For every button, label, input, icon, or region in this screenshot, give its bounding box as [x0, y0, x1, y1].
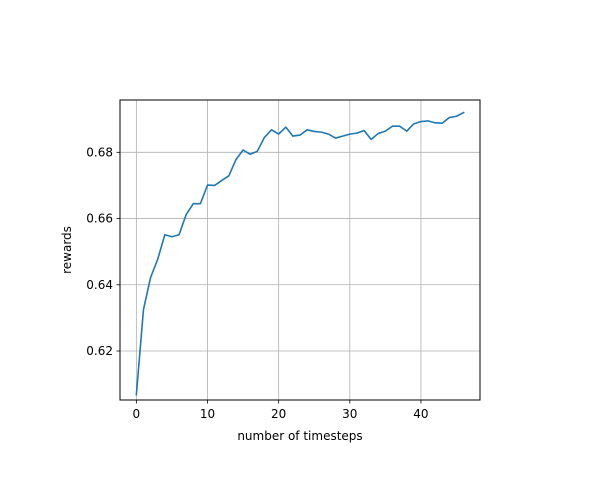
x-tick-label: 0: [133, 407, 141, 421]
plot-area: [135, 111, 465, 396]
y-tick-label: 0.64: [86, 278, 113, 292]
y-tick-label: 0.62: [86, 344, 113, 358]
ticks: 0 10 20 30 40 0.62 0.64 0.66 0.68: [86, 145, 428, 421]
axes-frame: [119, 99, 481, 401]
y-axis-label: rewards: [60, 226, 74, 274]
x-tick-label: 10: [200, 407, 215, 421]
y-tick-label: 0.68: [86, 145, 113, 159]
x-tick-label: 20: [271, 407, 286, 421]
series-line: [135, 111, 465, 396]
x-tick-label: 30: [342, 407, 357, 421]
grid: [120, 100, 480, 400]
y-tick-label: 0.66: [86, 212, 113, 226]
x-tick-label: 40: [413, 407, 428, 421]
x-axis-label: number of timesteps: [237, 429, 362, 443]
